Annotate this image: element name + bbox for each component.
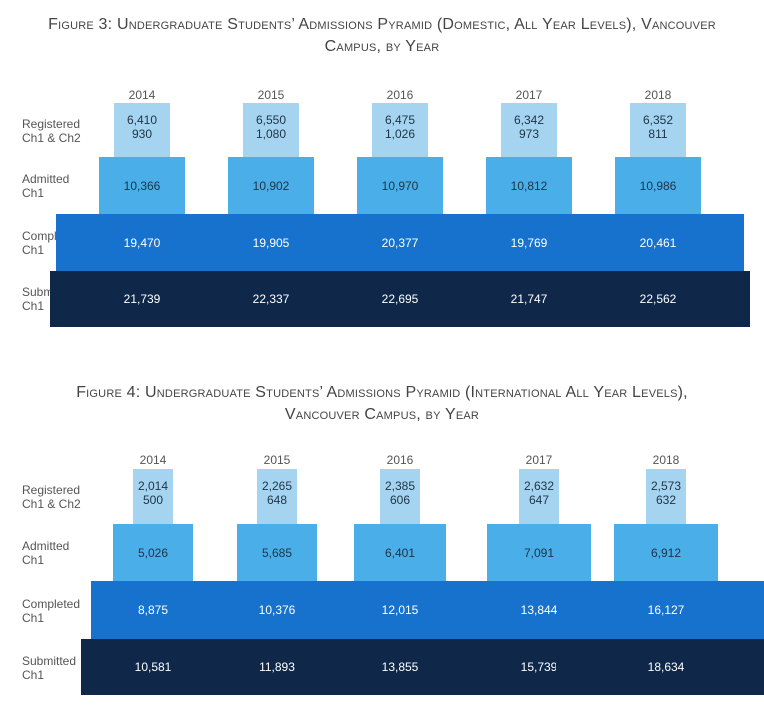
figure-3-bar-registered-2016: 6,475 1,026 [372,103,428,157]
figure-4-value-label: 2,014 [137,479,169,493]
figure-3-value-label: 6,475 [384,113,416,127]
figure-4-value-label: 7,091 [523,545,555,560]
figure-4-row-label-registered: Registered Ch1 & Ch2 [22,483,81,511]
figure-4-value-label: 647 [528,493,550,507]
figure-3-value-label: 22,695 [381,292,419,306]
figure-3-bar-admitted-2017: 10,812 [486,157,572,214]
figure-3-value-label: 10,986 [639,178,677,193]
figure-3-year-label: 2017 [515,88,543,102]
figure-4-year-label: 2017 [525,453,553,467]
figure-3-value-label: 6,550 [255,113,287,127]
figure-3-value-label: 973 [518,127,540,141]
figure-4-year-label: 2018 [652,453,680,467]
figure-3-bar-admitted-2018: 10,986 [615,157,701,214]
figure-3-bar-submitted-2018: 22,562 [566,271,750,327]
figure-3-value-label: 22,562 [639,292,677,306]
figure-4-value-label: 18,634 [647,660,685,674]
figure-4-bar-registered-2018: 2,573 632 [646,469,686,524]
figure-4-bar-submitted-2018: 18,634 [556,639,764,695]
figure-4-bar-registered-2015: 2,265 648 [257,469,297,524]
figure-4-bar-admitted-2017: 7,091 [487,524,591,581]
figure-4-year-label: 2016 [386,453,414,467]
figure-3-year-label: 2018 [644,88,672,102]
figure-4-value-label: 10,581 [134,660,172,674]
figure-3-row-label-registered: Registered Ch1 & Ch2 [22,117,81,145]
figure-3-year-label: 2014 [128,88,156,102]
figure-4-bar-admitted-2018: 6,912 [614,524,718,581]
figure-3-title-line-1: Figure 3: Undergraduate Students’ Admiss… [48,16,716,33]
figure-3-value-label: 19,470 [123,235,161,250]
figure-4-value-label: 632 [655,493,677,507]
figure-3-bar-registered-2015: 6,550 1,080 [243,103,299,157]
figure-4-value-label: 5,685 [261,545,293,560]
figure-3-value-label: 20,461 [639,235,677,250]
figure-4-value-label: 13,844 [520,603,558,617]
figure-3-value-label: 22,337 [252,292,290,306]
figure-4-title-line-1: Figure 4: Undergraduate Students’ Admiss… [76,384,688,401]
figure-3-value-label: 20,377 [381,235,419,250]
figure-4-year-label: 2015 [263,453,291,467]
figure-3-value-label: 19,905 [252,235,290,250]
figure-3-value-label: 1,026 [384,127,416,141]
figure-3-value-label: 10,902 [252,178,290,193]
figure-4-value-label: 12,015 [381,603,419,617]
figure-3-bar-completed-2018: 20,461 [572,214,744,271]
figure-3-value-label: 811 [648,127,668,141]
figure-3-value-label: 1,080 [255,127,287,141]
figure-4-row-label-submitted: Submitted Ch1 [22,654,77,682]
figure-4-value-label: 11,893 [259,660,295,674]
figure-4-value-label: 16,127 [647,603,685,617]
figure-4-value-label: 15,739 [520,660,558,674]
figure-4-row-label-completed: Completed Ch1 [22,597,81,625]
figure-4-year-label: 2014 [139,453,167,467]
figure-4-bar-admitted-2015: 5,685 [237,524,317,581]
figure-3-bar-admitted-2015: 10,902 [228,157,314,214]
figure-4-bar-completed-2016: 12,015 [324,581,476,639]
figure-4-bar-registered-2017: 2,632 647 [519,469,559,524]
figure-4-bar-admitted-2016: 6,401 [354,524,446,581]
figure-3-title: Figure 3: Undergraduate Students’ Admiss… [0,14,764,58]
figure-3-value-label: 10,970 [381,178,419,193]
figure-4-value-label: 2,632 [523,479,555,493]
figure-4-title: Figure 4: Undergraduate Students’ Admiss… [0,382,764,426]
figure-4-value-label: 500 [142,493,164,507]
figure-4-value-label: 2,573 [650,479,682,493]
figure-3-value-label: 10,366 [123,178,161,193]
figure-3-value-label: 19,769 [510,235,548,250]
figure-4-value-label: 13,855 [381,660,419,674]
figure-4-value-label: 606 [389,493,411,507]
figure-4-value-label: 10,376 [258,603,296,617]
figure-3-value-label: 10,812 [510,178,548,193]
figure-3-value-label: 6,352 [642,113,674,127]
figure-4-value-label: 6,401 [384,545,416,560]
figure-4-value-label: 5,026 [137,545,169,560]
figure-4-bar-completed-2018: 16,127 [564,581,764,639]
figure-3-title-line-2: Campus, by Year [324,38,440,55]
figure-4-bar-completed-2015: 10,376 [215,581,339,639]
figure-3-bar-registered-2014: 6,410 930 [114,103,170,157]
figure-4-bar-completed-2014: 8,875 [91,581,215,639]
figure-4-value-label: 8,875 [137,603,169,617]
figure-3-value-label: 930 [131,127,153,141]
figure-4-bar-registered-2014: 2,014 500 [133,469,173,524]
figure-3-bar-admitted-2016: 10,970 [357,157,443,214]
figure-4-bar-registered-2016: 2,385 606 [380,469,420,524]
figure-4-bar-admitted-2014: 5,026 [113,524,193,581]
figure-3-value-label: 21,747 [510,292,548,306]
figure-4-title-line-2: Vancouver Campus, by Year [284,406,480,423]
figure-3-value-label: 6,410 [126,113,158,127]
figure-4-value-label: 6,912 [650,545,682,560]
figure-3-row-label-admitted: Admitted Ch1 [22,172,70,200]
figure-3-year-label: 2016 [386,88,414,102]
figure-3-year-label: 2015 [257,88,285,102]
figure-3-bar-admitted-2014: 10,366 [99,157,185,214]
figure-3-value-label: 6,342 [513,113,545,127]
figure-3-value-label: 21,739 [123,292,161,306]
figure-3-bar-registered-2018: 6,352 811 [630,103,686,157]
figure-4-value-label: 2,385 [384,479,416,493]
figure-4-row-label-admitted: Admitted Ch1 [22,539,70,567]
figure-4-value-label: 648 [266,493,288,507]
figure-4-value-label: 2,265 [261,479,293,493]
figure-3-bar-registered-2017: 6,342 973 [501,103,557,157]
